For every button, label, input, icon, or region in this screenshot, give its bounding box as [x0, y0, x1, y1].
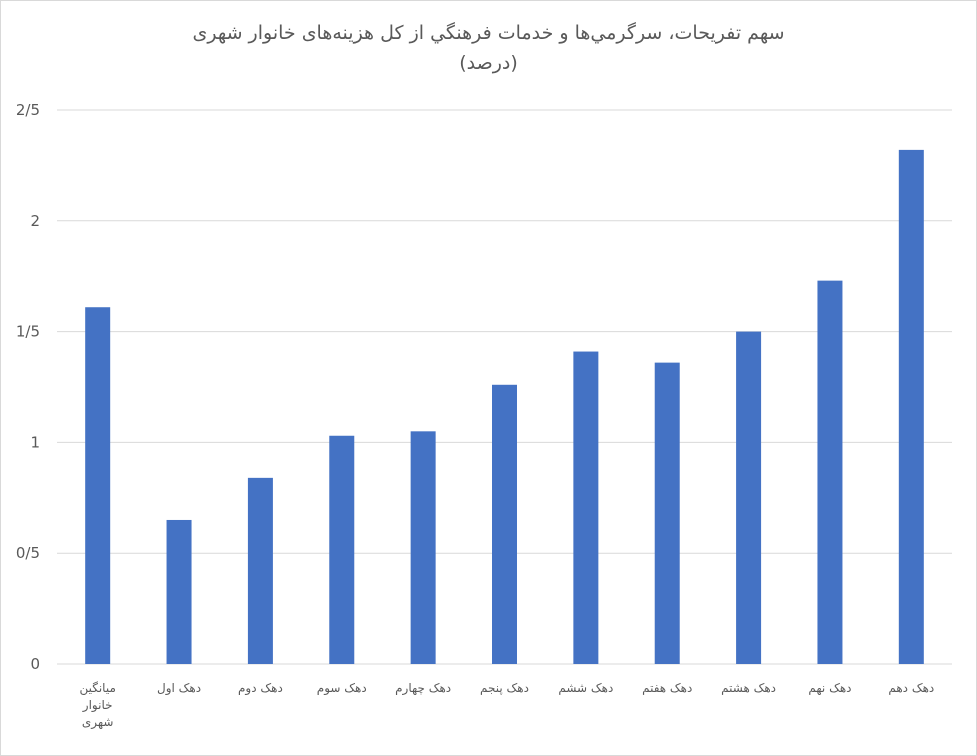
y-tick-label: 2	[30, 212, 40, 230]
bar	[898, 149, 924, 664]
bar	[329, 435, 355, 664]
bar	[573, 351, 599, 664]
chart-subtitle: (درصد)	[459, 52, 518, 74]
x-category-label: دهک پنجم	[480, 681, 529, 695]
x-category-label: دهک اول	[157, 681, 201, 696]
bar	[247, 477, 273, 664]
chart-title-block: سهم تفريحات، سرگرمي‌ها و خدمات فرهنگي از…	[0, 18, 977, 78]
x-category-label: دهک دهم	[888, 681, 934, 695]
bar	[817, 280, 843, 664]
x-category-label: دهک نهم	[808, 681, 851, 695]
x-axis-labels: ميانگين خانوار شهری دهک اول دهک دوم دهک سوم ده…	[79, 681, 934, 730]
bar	[410, 431, 436, 664]
bars	[85, 149, 924, 664]
x-category-label: ميانگين خانوار شهری	[79, 681, 115, 730]
x-category-label: دهک ششم	[558, 681, 613, 695]
y-tick-label: 0/5	[16, 544, 40, 562]
y-tick-label: 1	[30, 433, 40, 451]
bar	[492, 384, 517, 664]
chart-title: سهم تفريحات، سرگرمي‌ها و خدمات فرهنگي از…	[192, 22, 785, 44]
x-category-label: دهک چهارم	[395, 681, 451, 696]
y-axis-ticks: 0 0/5 1 1/5 2 2/5	[16, 101, 40, 673]
x-category-label: دهک دوم	[238, 681, 283, 696]
bar	[736, 331, 762, 664]
bar	[654, 362, 680, 664]
y-tick-label: 1/5	[16, 323, 40, 341]
bar	[166, 519, 192, 664]
x-category-label: دهک هشتم	[721, 681, 776, 695]
x-category-label: دهک هفتم	[642, 681, 692, 695]
bar	[85, 307, 111, 664]
x-category-label: دهک سوم	[317, 681, 367, 696]
y-tick-label: 2/5	[16, 101, 40, 119]
y-tick-label: 0	[30, 655, 40, 673]
